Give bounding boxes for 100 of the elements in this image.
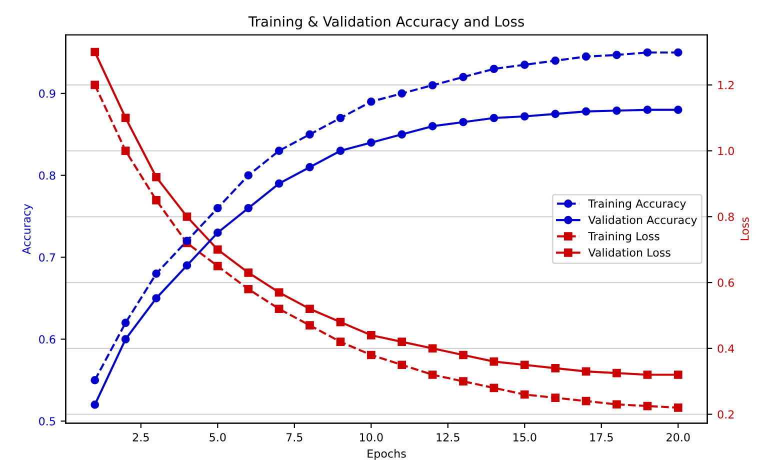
point [306,130,314,139]
point [459,350,468,360]
point [398,89,406,98]
point [366,97,376,106]
point [459,377,468,386]
y2-tick-label: 1.0 [718,146,734,156]
point [551,110,560,118]
point [520,112,529,121]
x-tick-label: 10.0 [360,433,383,442]
y-tick-label: 0.7 [39,253,56,262]
point [152,172,160,182]
point [274,288,284,297]
point [366,138,376,147]
point [551,394,560,402]
point [244,204,253,212]
x-tick-label: 5.0 [210,433,226,442]
point [582,367,590,376]
point [398,130,406,139]
point [366,350,376,360]
point [612,50,621,60]
point [674,370,682,379]
point [398,338,406,346]
point [366,331,376,340]
point [213,204,222,212]
point [213,228,222,237]
point [244,171,253,180]
y-tick-label: 0.5 [39,417,56,426]
point [428,370,437,379]
y-axis-title: Accuracy [22,204,33,254]
point [612,106,621,115]
y-tick-label: 0.9 [39,89,56,98]
point [152,269,160,278]
point [490,64,498,74]
x-tick-label: 7.5 [286,433,302,442]
point [520,390,529,399]
y-tick-label: 0.6 [39,335,56,344]
point [459,72,468,82]
point [213,262,222,270]
x-tick-label: 15.0 [513,433,536,442]
point [551,56,560,65]
point [336,146,345,155]
legend-label: Validation Loss [588,248,670,257]
point [213,245,222,254]
point [306,304,314,314]
point [244,284,253,294]
point [643,106,652,114]
x-tick-label: 20.0 [666,433,690,442]
point [428,81,437,90]
point [274,179,284,188]
point [90,376,100,384]
point [551,364,560,372]
point [182,212,192,221]
point [643,402,652,410]
point [90,400,100,409]
y2-tick-label: 0.2 [718,410,734,419]
point [520,60,529,69]
point [90,80,100,90]
y2-tick-label: 0.8 [718,212,734,222]
point [90,48,100,56]
legend-label: Validation Accuracy [588,215,697,226]
point [490,357,498,366]
point [643,370,652,379]
point [582,52,590,61]
point [336,318,345,326]
x-tick-label: 2.5 [132,433,149,442]
point [674,106,682,114]
legend-label: Training Accuracy [588,199,686,210]
point [336,114,345,122]
point [121,335,130,344]
point [274,146,284,155]
point [306,321,314,330]
point [336,338,345,346]
y2-axis-title: Loss [740,217,749,240]
point [490,114,498,122]
point [520,360,529,370]
point [582,396,590,406]
point [490,384,498,392]
y2-tick-label: 1.2 [718,80,734,90]
point [428,122,437,130]
point [244,268,253,277]
x-tick-label: 12.5 [436,433,460,442]
point [459,118,468,126]
point [274,304,284,314]
y-tick-label: 0.8 [39,171,56,180]
point [152,294,160,302]
point [612,368,621,378]
point [674,404,682,412]
chart-title: Training & Validation Accuracy and Loss [248,16,524,30]
point [674,48,682,57]
point [306,163,314,172]
point [398,360,406,370]
x-tick-label: 17.5 [590,433,613,442]
point [612,400,621,409]
point [582,107,590,116]
point [182,261,192,270]
y2-tick-label: 0.6 [718,278,734,287]
y2-tick-label: 0.4 [718,344,734,353]
point [152,196,160,204]
point [643,48,652,57]
point [121,114,130,122]
